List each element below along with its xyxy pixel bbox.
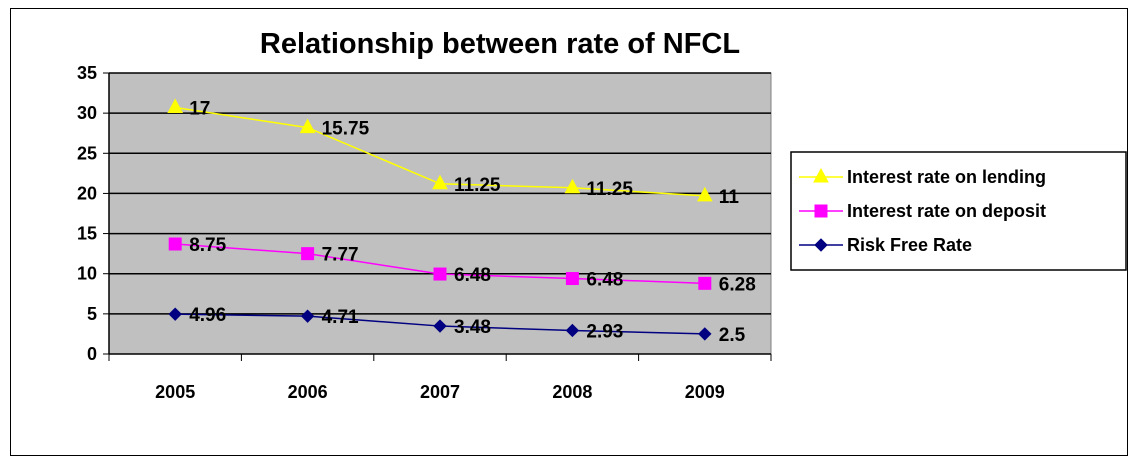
- gridlines: [109, 72, 771, 315]
- legend-label: Interest rate on lending: [847, 167, 1046, 187]
- y-tick-label: 0: [87, 344, 97, 364]
- chart-frame: Relationship between rate of NFCL 0 5 10 15…: [10, 8, 1128, 456]
- data-point: [168, 307, 182, 321]
- series-0: 17 15.75 11.25 11.25 11: [167, 98, 740, 208]
- data-point: [433, 319, 447, 333]
- y-tick-label: 20: [77, 183, 97, 203]
- data-point: [698, 276, 712, 290]
- y-tick-label: 30: [77, 103, 97, 123]
- data-point: [696, 186, 713, 202]
- line-chart: Relationship between rate of NFCL 0 5 10 15…: [77, 28, 1127, 402]
- legend-marker: [813, 167, 829, 183]
- data-label: 7.77: [322, 245, 359, 266]
- y-tick-label: 35: [77, 63, 97, 83]
- legend: Interest rate on lending Interest rate on…: [790, 151, 1127, 271]
- data-label: 11.25: [586, 179, 633, 200]
- legend-box: [790, 151, 1127, 271]
- data-label: 6.48: [454, 265, 491, 286]
- x-tick-label: 2008: [552, 382, 592, 402]
- data-point: [432, 174, 448, 190]
- data-point: [564, 178, 581, 194]
- data-point: [433, 267, 447, 281]
- y-tick-label: 25: [77, 143, 97, 163]
- x-tick-label: 2009: [685, 382, 725, 402]
- data-point: [168, 237, 182, 251]
- plot-area: [108, 72, 772, 355]
- data-label: 17: [189, 99, 210, 120]
- series-group: 17 15.75 11.25 11.25 11 8.75 7.77 6.48 6.48 6.28 4…: [167, 98, 756, 346]
- data-label: 2.5: [719, 325, 746, 346]
- legend-label: Interest rate on deposit: [847, 201, 1046, 221]
- x-tick-label: 2006: [288, 382, 328, 402]
- axes: [108, 73, 771, 355]
- legend-label: Risk Free Rate: [847, 235, 972, 255]
- data-point: [565, 323, 580, 338]
- data-label: 6.28: [719, 274, 756, 295]
- data-label: 8.75: [189, 235, 226, 256]
- data-point: [301, 247, 315, 261]
- data-label: 3.48: [454, 317, 491, 338]
- series-2: 4.96 4.71 3.48 2.93 2.5: [168, 305, 746, 346]
- data-label: 4.96: [189, 305, 226, 326]
- x-axis-ticks: 2005 2006 2007 2008 2009: [108, 354, 772, 402]
- y-axis-ticks: 0 5 10 15 20 25 30 35: [77, 63, 109, 364]
- data-point: [300, 309, 315, 323]
- x-tick-label: 2007: [420, 382, 460, 402]
- data-label: 11.25: [454, 175, 501, 196]
- data-label: 15.75: [322, 119, 370, 140]
- x-tick-label: 2005: [155, 382, 195, 402]
- chart-title: Relationship between rate of NFCL: [260, 28, 740, 60]
- data-label: 11: [719, 187, 740, 208]
- data-label: 6.48: [586, 270, 623, 291]
- data-point: [167, 98, 184, 114]
- data-point: [698, 327, 712, 341]
- legend-marker: [814, 204, 828, 218]
- y-tick-label: 10: [77, 264, 97, 284]
- data-point: [565, 272, 579, 286]
- data-label: 4.71: [322, 307, 359, 328]
- data-point: [299, 118, 316, 134]
- data-label: 2.93: [586, 321, 623, 342]
- y-tick-label: 15: [77, 224, 97, 244]
- y-tick-label: 5: [87, 304, 97, 324]
- series-1: 8.75 7.77 6.48 6.48 6.28: [168, 235, 756, 295]
- legend-marker: [814, 238, 828, 252]
